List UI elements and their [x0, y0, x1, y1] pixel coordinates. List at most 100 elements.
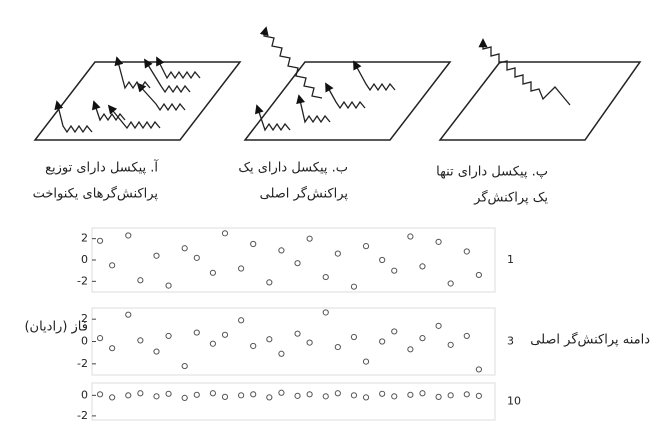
- scatter-point: [362, 394, 370, 401]
- scatter-point: [435, 238, 442, 245]
- scatter-point: [475, 392, 482, 399]
- scatter-point: [125, 232, 132, 239]
- scatter-point: [391, 328, 398, 335]
- scatter-point: [153, 393, 160, 400]
- scatter-point: [306, 235, 313, 242]
- caption-c-line2: یک پراکنش‌گر: [473, 190, 548, 206]
- scatter-point: [475, 366, 482, 373]
- scatter-point: [221, 393, 229, 400]
- scatter-point: [165, 390, 172, 397]
- scatter-point: [250, 240, 257, 248]
- scatter-point: [463, 248, 470, 255]
- scatter-point: [137, 277, 144, 284]
- scatter-point: [266, 279, 273, 286]
- scatter-point: [153, 348, 160, 355]
- y-tick-label: -2: [77, 357, 88, 370]
- scatter-point: [362, 358, 370, 365]
- pixel-diagram-c: [438, 38, 642, 141]
- scatter-point: [350, 283, 358, 290]
- scatter-point: [419, 263, 426, 270]
- scatter-point: [435, 322, 442, 329]
- caption-a-line2: پراکنش‌گرهای یکنواخت: [33, 186, 159, 202]
- scatter-point: [96, 335, 104, 342]
- scatter-point: [379, 256, 386, 264]
- scatter-point: [350, 333, 358, 341]
- pixel-diagram-b: [243, 26, 452, 141]
- scatter-point: [306, 339, 313, 346]
- scatter-point: [334, 250, 341, 257]
- scatter-point: [447, 392, 454, 399]
- scatter-point: [238, 265, 245, 272]
- caption-b-line2: پراکنش‌گر اصلی: [260, 186, 349, 202]
- scatter-point: [109, 262, 116, 269]
- scatter-point: [238, 392, 245, 399]
- scatter-point: [165, 332, 172, 340]
- y-tick-label: 0: [81, 388, 88, 401]
- y-tick-label: 0: [81, 253, 88, 266]
- scatter-point: [435, 393, 442, 400]
- scatter-point: [250, 342, 257, 350]
- scatter-point: [419, 390, 426, 397]
- scatter-point: [294, 260, 301, 267]
- scatter-point: [221, 230, 229, 237]
- scatter-point: [193, 391, 200, 398]
- y-tick-label: 0: [81, 335, 88, 348]
- scatter-point: [278, 247, 285, 254]
- panel-frame: [91, 382, 496, 421]
- caption-c-line1: پ. پیکسل دارای تنها: [436, 165, 548, 180]
- caption-a-line1: آ. پیکسل دارای توزیع: [45, 159, 159, 176]
- scatter-point: [266, 336, 273, 343]
- y-tick-label: -2: [77, 274, 88, 287]
- y-tick-label: 2: [81, 312, 88, 325]
- scatter-point: [322, 309, 329, 316]
- scatter-point: [350, 392, 358, 399]
- scatter-point: [137, 337, 144, 344]
- scatter-point: [96, 237, 104, 244]
- panel-frame: [91, 307, 496, 376]
- scatter-point: [193, 329, 200, 336]
- scatter-point: [391, 267, 398, 274]
- scatter-point: [221, 331, 229, 338]
- scatter-point: [193, 254, 200, 261]
- scatter-point: [209, 269, 216, 276]
- scatter-point: [463, 391, 470, 398]
- panel-frame: [91, 227, 496, 293]
- scatter-point: [209, 390, 216, 397]
- scatter-point: [181, 245, 188, 252]
- scatter-point: [334, 343, 341, 351]
- scatter-point: [322, 273, 329, 281]
- scatter-point: [447, 280, 454, 287]
- panel-label: 3: [507, 335, 514, 348]
- panel-label: 10: [507, 395, 521, 408]
- scatter-point: [96, 391, 104, 398]
- scatter-point: [294, 330, 301, 337]
- scatter-point: [475, 271, 482, 279]
- scatter-point: [165, 282, 172, 289]
- scatter-point: [125, 311, 132, 318]
- scatter-point: [181, 394, 188, 402]
- scatter-point: [407, 233, 414, 240]
- scatter-point: [379, 390, 386, 397]
- scatter-point: [362, 243, 370, 250]
- scatter-point: [209, 340, 216, 347]
- scatter-point: [250, 391, 257, 398]
- pixel-diagram-a: [33, 56, 242, 141]
- scatter-point: [238, 317, 245, 324]
- scatter-point: [294, 392, 301, 399]
- scatter-point: [181, 362, 188, 370]
- scatter-point: [391, 393, 398, 400]
- amplitude-axis-label: دامنه پراکنش‌گر اصلی: [530, 332, 650, 348]
- y-axis-label: فاز (رادیان): [24, 320, 88, 335]
- scatter-point: [419, 335, 426, 342]
- scatter-point: [278, 389, 285, 396]
- y-tick-label: 2: [81, 232, 88, 245]
- scatter-point: [407, 346, 414, 353]
- scatter-point: [463, 332, 470, 340]
- scatter-point: [447, 341, 454, 348]
- scatter-point: [322, 393, 329, 400]
- y-tick-label: -2: [77, 409, 88, 422]
- scatter-point: [407, 391, 414, 398]
- scatter-point: [278, 350, 285, 357]
